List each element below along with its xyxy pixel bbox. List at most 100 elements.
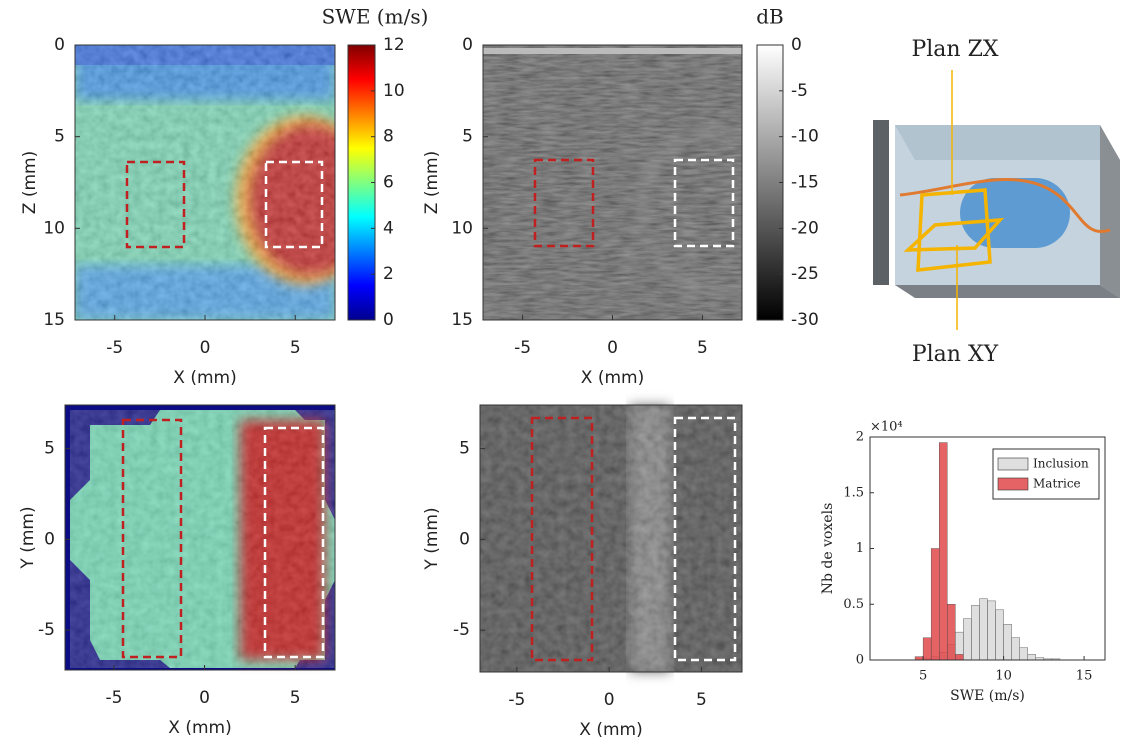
- histogram-bar: [1027, 654, 1036, 661]
- diagram-label: Plan XY: [912, 342, 999, 367]
- y-tick-label: 1: [856, 541, 864, 556]
- axes-frame: [64, 404, 336, 671]
- y-tick-label: 0: [44, 529, 55, 549]
- x-tick-label: 5: [697, 338, 708, 358]
- y-tick-label: 5: [44, 439, 55, 459]
- y-tick-label: 2: [856, 430, 864, 445]
- x-tick-label: -5: [514, 338, 531, 358]
- roi-matrix: [530, 416, 594, 662]
- colorbar-tick-label: -15: [791, 173, 819, 193]
- axis-multiplier: ×10⁴: [870, 420, 903, 435]
- x-tick-label: 5: [290, 338, 301, 358]
- histogram-bar: [1011, 637, 1020, 661]
- y-axis-label: Z (mm): [20, 151, 40, 214]
- x-axis-label: X (mm): [579, 720, 642, 740]
- y-tick-label: 15: [43, 310, 65, 330]
- roi-matrix: [125, 160, 186, 249]
- x-tick-label: 0: [604, 690, 615, 710]
- x-tick-label: 0: [607, 338, 618, 358]
- histogram-bar: [1019, 647, 1028, 661]
- x-axis-label: X (mm): [173, 368, 236, 388]
- y-tick-label: 0: [856, 653, 864, 668]
- colorbar-label: dB: [756, 5, 784, 29]
- y-tick-label: 0: [54, 35, 65, 55]
- x-tick-label: 15: [1076, 669, 1093, 684]
- roi-inclusion: [673, 158, 735, 248]
- colorbar-tick-label: 8: [383, 127, 394, 147]
- y-tick-label: 5: [462, 127, 473, 147]
- roi-inclusion: [673, 416, 737, 662]
- colorbar-tick-label: 6: [383, 173, 394, 193]
- x-tick-label: 0: [200, 338, 211, 358]
- x-axis-label: SWE (m/s): [950, 688, 1025, 704]
- bmode-zx: [483, 45, 742, 320]
- x-tick-label: 10: [995, 669, 1012, 684]
- histogram-bar: [914, 656, 924, 661]
- histogram-bar: [1003, 624, 1012, 661]
- colorbar-tick-label: 12: [383, 35, 405, 55]
- y-tick-label: 5: [54, 127, 65, 147]
- colorbar-tick-label: 0: [791, 35, 802, 55]
- y-tick-label: 1.5: [843, 485, 864, 500]
- y-tick-label: 10: [451, 218, 473, 238]
- y-tick-label: 0: [462, 35, 473, 55]
- legend-label: Matrice: [1033, 477, 1081, 491]
- y-axis-label: Y (mm): [422, 507, 442, 570]
- histogram-bar: [995, 609, 1004, 661]
- colorbar-tick-label: 10: [383, 81, 405, 101]
- colorbar-label: SWE (m/s): [322, 5, 429, 29]
- colorbar-tick-label: -5: [791, 81, 808, 101]
- colorbar-tick-label: -20: [791, 218, 819, 238]
- y-axis-label: Y (mm): [18, 506, 38, 569]
- legend-swatch: [997, 457, 1029, 471]
- histogram-bar: [947, 604, 956, 661]
- x-tick-label: 5: [919, 669, 927, 684]
- colorbar-tick-label: 2: [383, 264, 394, 284]
- x-tick-label: 5: [696, 690, 707, 710]
- swe-map-xy: [65, 405, 335, 670]
- legend-label: Inclusion: [1033, 457, 1089, 471]
- y-tick-label: 5: [459, 439, 470, 459]
- histogram-bar: [979, 598, 988, 661]
- x-axis-label: X (mm): [581, 368, 644, 388]
- histogram-bar: [971, 605, 980, 661]
- x-tick-label: -5: [105, 688, 122, 708]
- diagram-label: Plan ZX: [911, 37, 998, 62]
- colorbar-tick-label: -25: [791, 264, 819, 284]
- y-axis-label: Nb de voxels: [820, 503, 836, 595]
- roi-matrix: [121, 418, 183, 659]
- colorbar: [347, 44, 376, 321]
- legend-swatch: [997, 477, 1029, 491]
- histogram-bar: [930, 548, 940, 661]
- axes-frame: [479, 404, 743, 673]
- histogram-bar: [922, 637, 932, 661]
- y-tick-label: 0.5: [843, 597, 864, 612]
- y-axis-label: Z (mm): [422, 151, 442, 214]
- histogram-bar: [939, 442, 948, 661]
- x-tick-label: -5: [508, 690, 525, 710]
- y-tick-label: 0: [459, 529, 470, 549]
- y-tick-label: -5: [38, 620, 55, 640]
- colorbar: [756, 44, 784, 321]
- colorbar-tick-label: -10: [791, 127, 819, 147]
- roi-inclusion: [264, 160, 324, 249]
- y-tick-label: 10: [43, 218, 65, 238]
- y-tick-label: -5: [453, 620, 470, 640]
- histogram-bar: [955, 654, 964, 661]
- colorbar-tick-label: -30: [791, 310, 819, 330]
- x-tick-label: -5: [106, 338, 123, 358]
- x-axis-label: X (mm): [168, 718, 231, 738]
- roi-matrix: [533, 158, 595, 248]
- legend-box: [992, 448, 1100, 500]
- bmode-xy: [480, 405, 742, 672]
- x-tick-label: 0: [199, 688, 210, 708]
- colorbar-tick-label: 0: [383, 310, 394, 330]
- setup-diagram: Plan ZX Plan XY: [873, 37, 1120, 367]
- histogram-bar: [987, 600, 996, 661]
- colorbar-tick-label: 4: [383, 218, 394, 238]
- swe-map-zx: [75, 45, 335, 320]
- histogram-bar: [963, 618, 972, 661]
- y-tick-label: 15: [451, 310, 473, 330]
- roi-inclusion: [263, 426, 325, 659]
